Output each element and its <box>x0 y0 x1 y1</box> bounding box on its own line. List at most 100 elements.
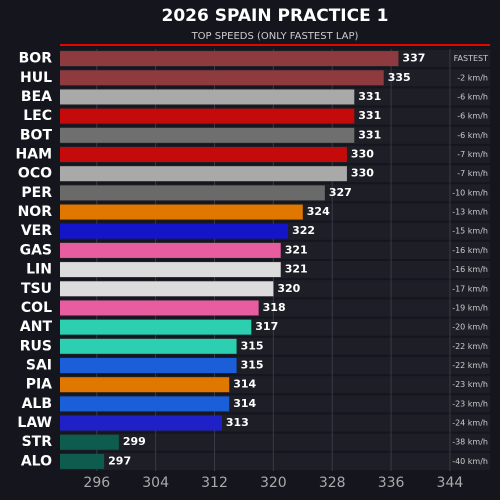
driver-label: BEA <box>21 89 52 105</box>
gap-label: -20 km/h <box>452 323 488 332</box>
gap-label: -6 km/h <box>457 131 488 140</box>
bar <box>60 51 399 67</box>
value-label: 330 <box>351 148 374 161</box>
gap-label: -10 km/h <box>452 188 488 197</box>
driver-label: ALB <box>22 396 52 412</box>
x-tick-label: 296 <box>83 475 110 491</box>
bar <box>60 338 237 354</box>
gap-label: -2 km/h <box>457 73 488 82</box>
bar <box>60 453 105 469</box>
bar <box>60 396 230 412</box>
chart-title: 2026 SPAIN PRACTICE 1 <box>162 6 389 26</box>
value-label: 318 <box>263 301 286 314</box>
driver-label: BOR <box>19 51 53 67</box>
gap-label: -22 km/h <box>452 342 488 351</box>
bar <box>60 415 222 431</box>
gap-label: -38 km/h <box>452 438 488 447</box>
value-label: 320 <box>277 282 300 295</box>
value-label: 331 <box>358 109 381 122</box>
value-label: 331 <box>358 128 381 141</box>
gap-label: FASTEST <box>454 54 488 63</box>
driver-label: LIN <box>26 262 52 278</box>
value-label: 335 <box>388 71 411 84</box>
gap-label: -24 km/h <box>452 419 488 428</box>
row-background <box>60 433 490 451</box>
bar <box>60 185 325 201</box>
driver-label: HAM <box>16 147 52 163</box>
bar <box>60 434 119 450</box>
value-label: 337 <box>402 52 425 65</box>
driver-label: COL <box>21 300 52 316</box>
driver-label: PIA <box>26 377 52 393</box>
x-tick-label: 344 <box>437 475 464 491</box>
driver-label: ALO <box>21 453 52 469</box>
gap-label: -7 km/h <box>457 169 488 178</box>
value-label: 330 <box>351 167 374 180</box>
gap-label: -22 km/h <box>452 361 488 370</box>
bar <box>60 70 384 86</box>
gap-label: -19 km/h <box>452 303 488 312</box>
bar <box>60 300 259 316</box>
value-label: 321 <box>285 243 308 256</box>
gap-label: -6 km/h <box>457 92 488 101</box>
gap-label: -7 km/h <box>457 150 488 159</box>
gap-label: -23 km/h <box>452 380 488 389</box>
bar <box>60 204 303 220</box>
bar <box>60 358 237 373</box>
gap-label: -16 km/h <box>452 246 488 255</box>
driver-label: LAW <box>17 415 52 431</box>
x-tick-label: 304 <box>142 475 169 491</box>
x-tick-label: 328 <box>319 475 346 491</box>
value-label: 314 <box>233 397 256 410</box>
bar <box>60 281 274 297</box>
value-label: 315 <box>241 339 264 352</box>
value-label: 314 <box>233 378 256 391</box>
driver-label: VER <box>21 223 52 239</box>
bar <box>60 262 281 278</box>
bar <box>60 319 252 335</box>
value-label: 317 <box>255 320 278 333</box>
driver-label: ANT <box>20 319 53 335</box>
row-background <box>60 452 490 470</box>
driver-label: HUL <box>20 70 52 86</box>
value-label: 299 <box>123 435 146 448</box>
value-label: 322 <box>292 224 315 237</box>
bar <box>60 242 281 258</box>
value-label: 313 <box>226 416 249 429</box>
x-tick-label: 336 <box>378 475 405 491</box>
gap-label: -13 km/h <box>452 208 488 217</box>
driver-label: GAS <box>20 242 52 258</box>
bar <box>60 223 289 239</box>
x-tick-label: 312 <box>201 475 228 491</box>
driver-label: OCO <box>18 166 52 182</box>
gap-label: -23 km/h <box>452 399 488 408</box>
bar <box>60 166 347 182</box>
value-label: 315 <box>241 359 264 372</box>
driver-label: TSU <box>21 281 52 297</box>
x-tick-label: 320 <box>260 475 287 491</box>
gap-label: -6 km/h <box>457 112 488 121</box>
driver-label: LEC <box>23 108 52 124</box>
value-label: 324 <box>307 205 330 218</box>
driver-label: NOR <box>18 204 53 220</box>
gap-label: -16 km/h <box>452 265 488 274</box>
gap-label: -17 km/h <box>452 284 488 293</box>
driver-label: PER <box>21 185 52 201</box>
bar <box>60 89 355 105</box>
gap-label: -15 km/h <box>452 227 488 236</box>
driver-label: BOT <box>20 127 53 143</box>
value-label: 321 <box>285 263 308 276</box>
value-label: 327 <box>329 186 352 199</box>
bar <box>60 377 230 393</box>
chart-subtitle: TOP SPEEDS (ONLY FASTEST LAP) <box>191 31 359 42</box>
value-label: 297 <box>108 454 131 467</box>
driver-label: SAI <box>26 358 52 374</box>
driver-label: STR <box>22 434 53 450</box>
gap-label: -40 km/h <box>452 457 488 466</box>
bar <box>60 147 347 162</box>
driver-label: RUS <box>20 338 52 354</box>
bar <box>60 108 355 124</box>
value-label: 331 <box>358 90 381 103</box>
bar <box>60 127 355 143</box>
